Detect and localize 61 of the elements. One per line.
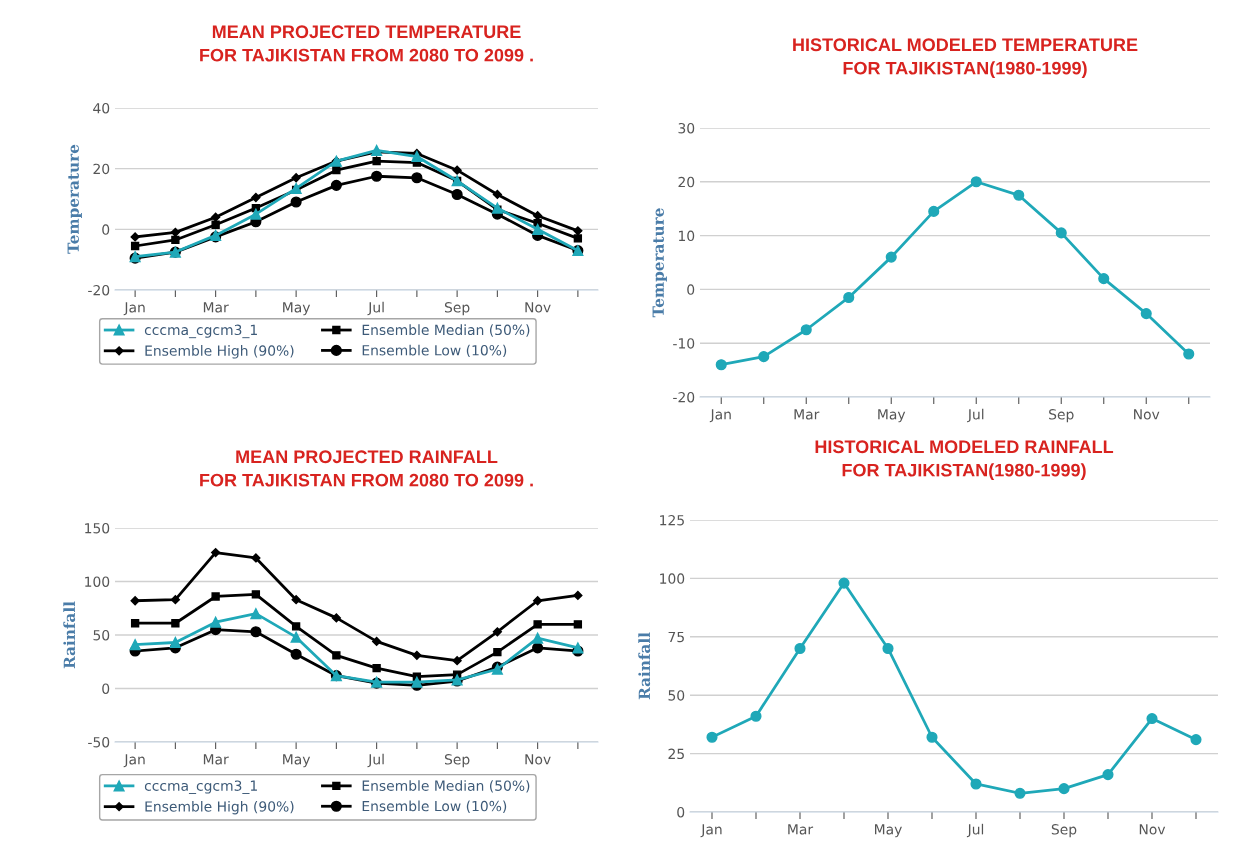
- chart-title: MEAN PROJECTED TEMPERATURE FOR TAJIKISTAN FROM 2080 TO 2099 .: [200, 25, 533, 62]
- y-tick-label: 75: [668, 631, 684, 643]
- legend-label: Ensemble Low (10%): [362, 800, 507, 813]
- x-tick-label: Jul: [966, 823, 984, 838]
- y-tick-label: 0: [102, 683, 110, 694]
- y-tick-label: 100: [660, 573, 685, 584]
- x-tick-label: Nov: [525, 302, 551, 313]
- y-axis-title: Rainfall: [638, 632, 651, 700]
- y-tick-label: -20: [673, 391, 695, 403]
- x-tick-label: Mar: [203, 302, 229, 313]
- x-tick-label: May: [878, 409, 906, 423]
- x-tick-label: Mar: [794, 409, 820, 420]
- legend-label: Ensemble High (90%): [145, 800, 294, 815]
- x-tick-label: Jan: [700, 824, 722, 838]
- y-tick-label: 20: [93, 163, 110, 175]
- y-tick-label: 40: [93, 102, 110, 114]
- x-tick-label: Nov: [1139, 824, 1166, 835]
- legend-label: Ensemble High (90%): [145, 345, 294, 359]
- y-tick-label: 50: [93, 629, 110, 641]
- y-tick-label: 150: [85, 522, 110, 534]
- x-tick-label: Sep: [444, 754, 470, 768]
- x-tick-label: May: [875, 824, 902, 838]
- x-tick-label: Mar: [788, 824, 814, 835]
- x-tick-label: Nov: [1134, 409, 1160, 420]
- legend-label: Ensemble Median (50%): [362, 324, 530, 337]
- x-tick-label: Jul: [367, 301, 384, 316]
- y-axis-title: Rainfall: [63, 601, 76, 669]
- x-tick-label: Jan: [709, 409, 731, 423]
- y-tick-label: 0: [677, 806, 685, 818]
- chart-title: HISTORICAL MODELED TEMPERATURE FOR TAJIKISTAN(1980-1999): [793, 38, 1138, 79]
- y-tick-label: 25: [668, 748, 684, 760]
- y-tick-label: -50: [88, 736, 110, 748]
- x-tick-label: Nov: [525, 754, 551, 765]
- y-axis-title: Temperature: [652, 208, 667, 318]
- y-tick-label: 50: [668, 690, 685, 701]
- x-tick-label: Jul: [367, 753, 384, 768]
- y-tick-label: -20: [88, 284, 110, 296]
- legend-label: cccma_cgcm3_1: [144, 324, 257, 339]
- x-tick-label: Jan: [123, 754, 145, 768]
- x-tick-label: Mar: [203, 754, 229, 765]
- legend-label: Ensemble Median (50%): [362, 780, 530, 793]
- x-tick-label: Sep: [1051, 824, 1077, 838]
- x-tick-label: May: [283, 302, 311, 316]
- legend-label: Ensemble Low (10%): [362, 344, 507, 358]
- chart-title: HISTORICAL MODELED RAINFALL FOR TAJIKISTAN(1980-1999): [815, 440, 1114, 481]
- y-tick-label: 0: [687, 284, 695, 295]
- chart-title: MEAN PROJECTED RAINFALL FOR TAJIKISTAN FROM 2080 TO 2099 .: [200, 450, 533, 487]
- y-tick-label: 0: [102, 224, 110, 235]
- y-tick-label: 30: [678, 122, 695, 134]
- y-tick-label: 100: [85, 576, 110, 587]
- x-tick-label: Sep: [1049, 409, 1074, 423]
- x-tick-label: Jul: [967, 408, 984, 423]
- x-tick-label: Jan: [123, 302, 145, 316]
- y-tick-label: -10: [673, 338, 695, 349]
- y-tick-label: 125: [660, 514, 684, 526]
- legend-label: cccma_cgcm3_1: [144, 780, 257, 795]
- x-tick-label: May: [283, 754, 311, 768]
- x-tick-label: Sep: [444, 302, 470, 316]
- y-tick-label: 20: [678, 176, 695, 188]
- y-tick-label: 10: [678, 230, 695, 242]
- y-axis-title: Temperature: [67, 144, 82, 254]
